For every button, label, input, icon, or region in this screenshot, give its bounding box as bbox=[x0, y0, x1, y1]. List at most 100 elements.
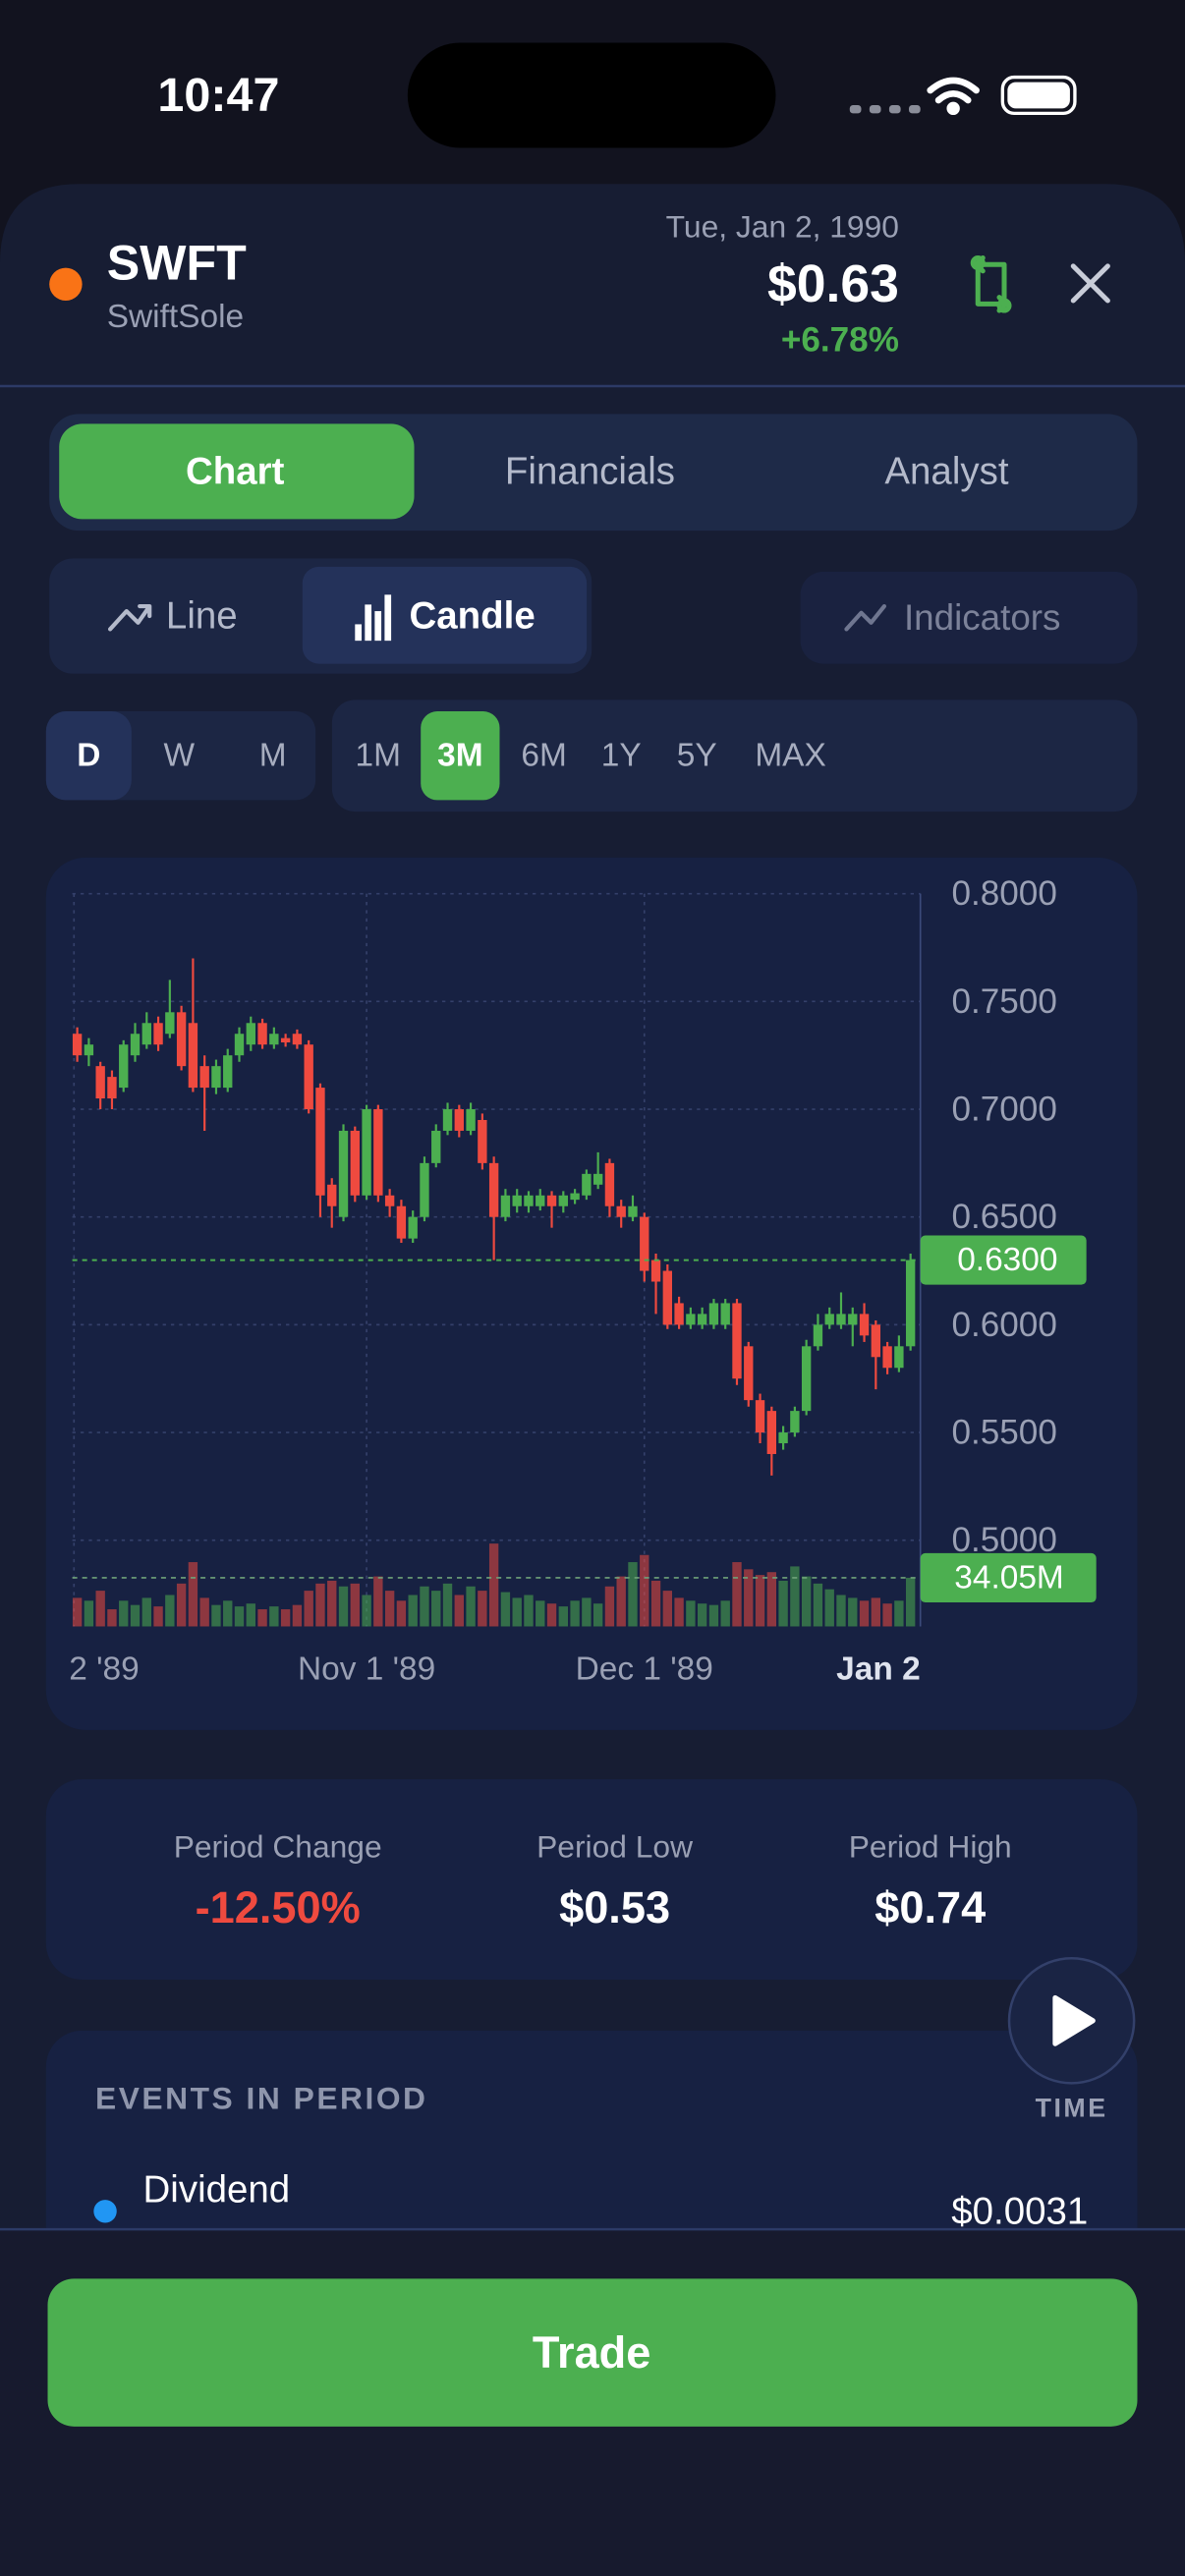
y-tick-label: 0.8000 bbox=[951, 874, 1056, 913]
volume-bar bbox=[662, 1591, 672, 1627]
volume-bar bbox=[130, 1604, 141, 1627]
candle-icon-bar bbox=[355, 624, 362, 642]
style-option[interactable]: Candle bbox=[409, 595, 535, 638]
play-icon bbox=[1052, 1994, 1096, 2046]
range-group bbox=[331, 700, 1138, 812]
volume-bar bbox=[431, 1591, 441, 1627]
battery-level bbox=[1007, 82, 1070, 109]
volume-bar bbox=[408, 1595, 418, 1627]
range-option[interactable]: 3M bbox=[437, 738, 482, 774]
volume-bar bbox=[708, 1604, 719, 1627]
close-button[interactable] bbox=[1070, 263, 1110, 304]
y-tick-label: 0.7000 bbox=[951, 1091, 1056, 1129]
last-price-label: 0.6300 bbox=[957, 1242, 1057, 1278]
candle-body bbox=[408, 1216, 418, 1239]
stat-label: Period Change bbox=[174, 1829, 382, 1865]
candle-body bbox=[223, 1055, 233, 1089]
candle-body bbox=[384, 1195, 395, 1206]
volume-bar bbox=[466, 1586, 476, 1627]
quote-price: $0.63 bbox=[767, 255, 899, 313]
range-option[interactable]: MAX bbox=[755, 738, 825, 774]
candle-body bbox=[141, 1023, 151, 1045]
volume-bar bbox=[327, 1580, 337, 1627]
stat-label: Period Low bbox=[536, 1829, 694, 1865]
candle-body bbox=[454, 1109, 464, 1131]
stats: Period Change -12.50% Period Low $0.53 Perio… bbox=[174, 1829, 1012, 1932]
volume-bar bbox=[95, 1591, 105, 1627]
candle-body bbox=[246, 1023, 255, 1045]
last-volume-tag bbox=[920, 1552, 1097, 1603]
range-option[interactable]: 5Y bbox=[677, 738, 717, 774]
volume-bar bbox=[628, 1562, 638, 1627]
interval-active-bg bbox=[45, 711, 132, 801]
chart-card bbox=[45, 857, 1138, 1730]
volume-bar bbox=[373, 1576, 383, 1627]
x-tick-label: 2 '89 bbox=[69, 1651, 139, 1687]
candle-body bbox=[871, 1324, 881, 1358]
trade-label: Trade bbox=[533, 2327, 650, 2378]
volume-bar bbox=[790, 1566, 800, 1627]
candle-body bbox=[650, 1260, 661, 1282]
volume-bar bbox=[84, 1600, 94, 1627]
tab[interactable]: Analyst bbox=[884, 450, 1008, 492]
candle-body bbox=[130, 1034, 141, 1056]
quote-change: +6.78% bbox=[781, 321, 899, 360]
volume-bar bbox=[500, 1592, 511, 1627]
range-option[interactable]: 1M bbox=[355, 738, 400, 774]
volume-bar bbox=[697, 1603, 707, 1627]
volume-bar bbox=[188, 1562, 198, 1627]
volume-bar bbox=[871, 1597, 881, 1627]
interval-option[interactable]: W bbox=[164, 738, 196, 774]
style-option[interactable]: Line bbox=[166, 595, 238, 638]
trade-button[interactable] bbox=[47, 2278, 1138, 2427]
volume-bar bbox=[536, 1600, 545, 1627]
candle-body bbox=[732, 1303, 742, 1379]
volume-bar bbox=[280, 1609, 291, 1627]
volume-bar bbox=[686, 1600, 696, 1627]
candle-body bbox=[292, 1034, 303, 1045]
volume-bar bbox=[199, 1597, 209, 1627]
candle-body bbox=[304, 1044, 313, 1110]
quote-date: Tue, Jan 2, 1990 bbox=[666, 209, 899, 245]
interval-option[interactable]: D bbox=[77, 738, 100, 774]
indicators-button[interactable] bbox=[800, 571, 1138, 664]
x-tick-label: Dec 1 '89 bbox=[576, 1651, 713, 1687]
candle-body bbox=[199, 1066, 209, 1089]
candle-body bbox=[546, 1195, 557, 1206]
volume-bar bbox=[362, 1595, 371, 1627]
candle-body bbox=[790, 1411, 800, 1433]
volume-bar bbox=[315, 1583, 325, 1627]
candle-body bbox=[801, 1346, 812, 1412]
stat-value: -12.50% bbox=[196, 1882, 361, 1932]
compare-button[interactable] bbox=[970, 255, 1012, 313]
range-option[interactable]: 6M bbox=[521, 738, 566, 774]
candle-body bbox=[500, 1195, 511, 1217]
style-active-bg bbox=[302, 566, 588, 664]
candle-body bbox=[466, 1109, 476, 1131]
candle-body bbox=[269, 1034, 279, 1045]
indicators-icon bbox=[844, 603, 886, 632]
event-name: Dividend bbox=[143, 2169, 291, 2212]
candlestick-chart: 0.8000 0.7500 0.7000 0.6500 0.6000 0.5500 0.50… bbox=[69, 874, 1097, 1687]
interval-option[interactable]: M bbox=[259, 738, 287, 774]
volume-bar bbox=[604, 1586, 615, 1627]
tab[interactable]: Financials bbox=[505, 450, 675, 492]
candle-body bbox=[592, 1173, 603, 1185]
candle-body bbox=[442, 1109, 453, 1131]
tab[interactable]: Chart bbox=[186, 450, 285, 492]
range-option[interactable]: 1Y bbox=[601, 738, 642, 774]
volume-bar bbox=[640, 1554, 649, 1627]
candle-body bbox=[905, 1260, 916, 1347]
candle-body bbox=[674, 1303, 684, 1325]
candle-body bbox=[778, 1432, 788, 1444]
status-time: 10:47 bbox=[157, 69, 279, 122]
volume-bar bbox=[304, 1591, 313, 1627]
volume-bar bbox=[894, 1600, 904, 1627]
candle-body bbox=[686, 1314, 696, 1325]
candle-body bbox=[894, 1346, 904, 1369]
volume-bar bbox=[72, 1597, 83, 1627]
candle-body bbox=[813, 1324, 823, 1347]
